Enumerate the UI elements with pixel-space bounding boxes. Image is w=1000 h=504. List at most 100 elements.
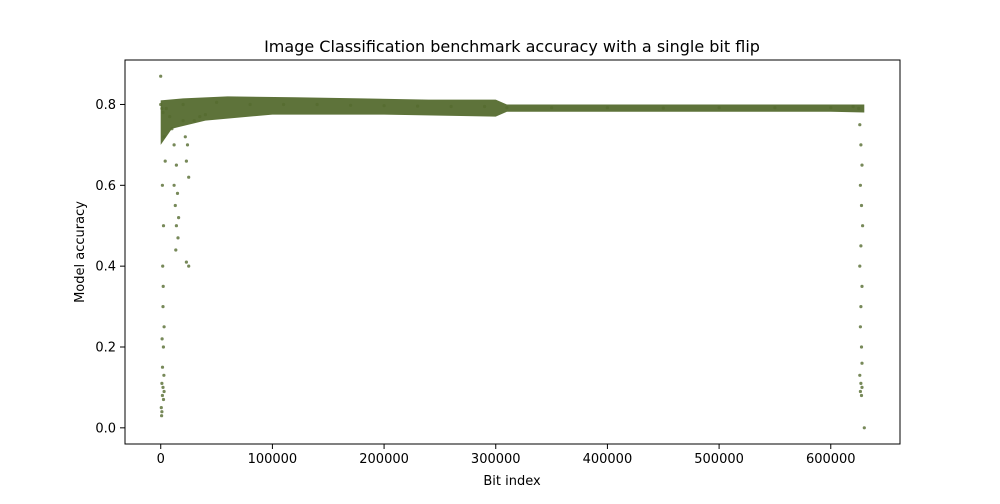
data-point [174,163,178,167]
data-points [159,74,866,430]
x-axis: 0 100000 200000 300000 400000 500000 600000 [157,444,856,467]
data-point [181,119,185,123]
data-point [160,414,164,418]
data-point [282,102,286,107]
y-tick-label: 0.8 [95,98,116,113]
data-point [174,224,178,228]
data-point [860,163,864,167]
data-point [183,135,187,139]
data-point [161,224,166,228]
x-tick-label: 100000 [248,452,298,467]
data-point [175,191,180,195]
data-point [172,143,176,147]
x-tick-label: 300000 [471,452,521,467]
dense-band-shape [160,96,865,145]
data-point [160,337,164,341]
data-point [172,183,176,187]
data-point [483,104,487,109]
data-point [248,102,252,107]
data-point [773,106,777,110]
data-point [173,203,177,208]
data-point [159,74,163,78]
data-point [174,248,178,252]
data-point [161,110,165,115]
data-point [184,159,188,163]
data-point [829,106,833,110]
x-tick-label: 600000 [806,452,856,467]
data-point [860,284,864,288]
data-point [851,104,855,109]
data-point [859,393,864,398]
data-point [162,389,166,394]
data-point [859,345,864,349]
data-point [605,106,610,110]
data-point [858,123,862,127]
data-point [858,183,863,187]
data-point [550,106,554,110]
data-point [860,361,864,365]
y-tick-label: 0.4 [95,260,116,275]
y-axis-label: Model accuracy [73,201,88,303]
data-point [717,106,721,110]
data-point [349,103,353,107]
data-point [858,389,863,394]
data-point [859,305,863,309]
x-tick-label: 400000 [583,452,633,467]
data-point [315,102,319,107]
data-point [160,183,164,187]
chart-title: Image Classification benchmark accuracy … [264,37,760,56]
data-point [858,373,862,377]
data-point [505,106,509,110]
data-point [160,410,164,414]
data-point [163,159,167,163]
y-tick-label: 0.6 [95,179,116,194]
data-point [161,345,165,349]
data-point [164,106,168,111]
data-point [215,100,219,104]
data-point [160,393,164,398]
data-point [859,381,863,385]
data-point [160,365,165,369]
data-point [162,373,166,377]
y-axis: 0.0 0.2 0.4 0.6 0.8 [95,98,125,436]
data-point [382,104,386,108]
plot-frame [124,59,901,445]
data-point [859,203,864,208]
data-point [161,397,166,402]
dense-accuracy-band [160,96,865,145]
x-tick-label: 500000 [694,452,744,467]
data-point [161,385,165,389]
data-point [858,264,862,268]
data-point [185,143,190,147]
data-point [161,284,165,288]
data-point [449,104,453,109]
data-point [159,102,163,107]
data-point [203,113,207,117]
y-tick-label: 0.2 [95,340,116,355]
data-point [177,216,181,220]
x-axis-label: Bit index [483,474,541,489]
data-point [160,106,164,111]
data-point [859,143,863,147]
data-point [860,385,864,389]
y-tick-label: 0.0 [95,421,116,436]
data-point [416,104,420,108]
data-point [170,127,174,131]
data-point [198,115,202,119]
data-point [861,224,865,228]
data-point [161,305,165,309]
data-point [160,381,164,385]
x-tick-label: 0 [157,452,165,467]
data-point [187,264,191,268]
data-point [862,426,866,430]
data-point [661,106,665,110]
data-point [181,102,185,107]
data-point [162,325,166,329]
data-point [857,106,861,111]
data-point [184,260,188,264]
data-point [858,325,863,329]
data-point [187,175,191,179]
data-point [168,115,172,119]
